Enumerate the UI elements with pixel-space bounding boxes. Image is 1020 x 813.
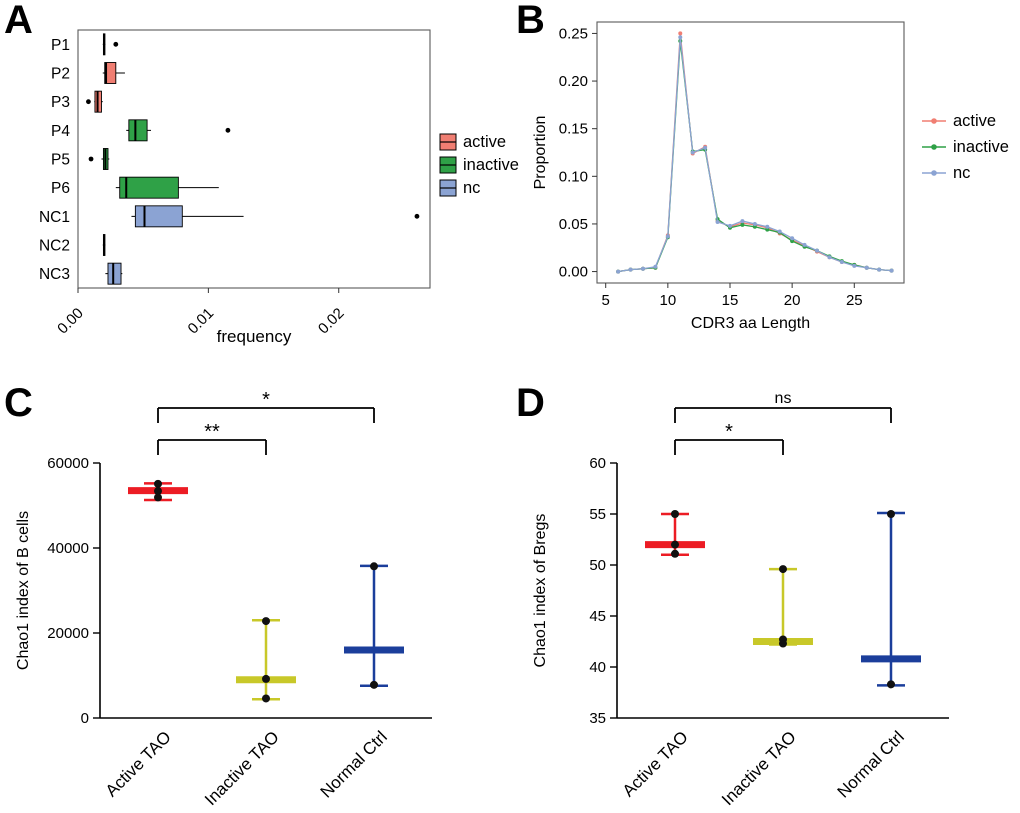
svg-text:Proportion: Proportion: [532, 116, 549, 190]
cdr3-length-distribution-chart: 0.00 0.05 0.10 0.15 0.20 0.25 5 10 15 20 25 Proport…: [532, 21, 1009, 332]
box-P3: [86, 90, 103, 113]
legend-item-active: active: [922, 112, 996, 130]
svg-text:P2: P2: [51, 66, 70, 83]
clone-frequency-boxplot: P1 P2 P3 P4 P5 P6 NC1 NC2 NC3 0.00 0.01 0.02 frequen…: [39, 29, 519, 346]
svg-text:Inactive TAO: Inactive TAO: [718, 727, 800, 809]
svg-text:10: 10: [660, 292, 677, 309]
panel-b-label: B: [516, 0, 545, 42]
plot-border: [77, 29, 431, 289]
panel-a-label: A: [4, 0, 33, 42]
svg-text:0: 0: [81, 710, 89, 727]
svg-text:Normal Ctrl: Normal Ctrl: [317, 727, 391, 801]
svg-text:50: 50: [589, 557, 606, 574]
panel-a: P1 P2 P3 P4 P5 P6 NC1 NC2 NC3 0.00 0.01 0.02 frequen…: [0, 0, 540, 372]
chao1-bcells-chart: 0 20000 40000 60000 Chao1 index of B cells Ac…: [15, 389, 432, 809]
svg-text:45: 45: [589, 608, 606, 625]
group-inactive-tao: [236, 617, 296, 703]
svg-text:Normal Ctrl: Normal Ctrl: [834, 727, 908, 801]
svg-text:*: *: [262, 389, 270, 411]
svg-text:0.10: 0.10: [559, 168, 588, 185]
svg-text:0.15: 0.15: [559, 121, 588, 138]
panel-b: 0.00 0.05 0.10 0.15 0.20 0.25 5 10 15 20 25 Proport…: [512, 0, 1020, 372]
group-active-tao: [645, 510, 705, 558]
svg-text:nc: nc: [953, 164, 970, 182]
sig-bracket-*: *: [674, 421, 784, 455]
svg-text:active: active: [953, 112, 996, 130]
svg-text:20: 20: [784, 292, 801, 309]
svg-text:P4: P4: [51, 123, 70, 140]
svg-text:0.25: 0.25: [559, 25, 588, 42]
svg-text:P6: P6: [51, 180, 70, 197]
svg-text:inactive: inactive: [463, 156, 519, 174]
chao1-bregs-chart: 35 40 45 50 55 60 Chao1 index of Bregs Active T…: [532, 390, 949, 809]
box-P6: [115, 176, 219, 199]
svg-text:Inactive TAO: Inactive TAO: [201, 727, 283, 809]
svg-text:Chao1 index of Bregs: Chao1 index of Bregs: [532, 514, 549, 668]
svg-text:40: 40: [589, 659, 606, 676]
box-P5: [88, 148, 110, 170]
svg-text:P5: P5: [51, 152, 70, 169]
svg-text:NC1: NC1: [39, 209, 70, 226]
sig-bracket-ns: ns: [674, 390, 892, 423]
legend-item-nc: nc: [439, 179, 480, 197]
svg-text:frequency: frequency: [217, 327, 292, 346]
svg-text:5: 5: [602, 292, 610, 309]
svg-text:0.00: 0.00: [54, 305, 87, 338]
svg-text:CDR3 aa Length: CDR3 aa Length: [691, 315, 810, 332]
svg-text:20000: 20000: [47, 625, 89, 642]
sig-bracket-**: **: [157, 421, 267, 455]
svg-text:NC2: NC2: [39, 238, 70, 255]
sig-bracket-*: *: [157, 389, 375, 423]
legend-item-inactive: inactive: [922, 138, 1009, 156]
box-P2: [102, 62, 125, 84]
svg-text:55: 55: [589, 506, 606, 523]
svg-text:0.20: 0.20: [559, 73, 588, 90]
box-NC1: [131, 205, 420, 228]
series-nc: [616, 35, 894, 274]
legend-item-active: active: [439, 133, 506, 151]
svg-text:inactive: inactive: [953, 138, 1009, 156]
legend-item-inactive: inactive: [439, 156, 519, 174]
panel-d: 35 40 45 50 55 60 Chao1 index of Bregs Active T…: [512, 383, 1020, 813]
svg-text:60000: 60000: [47, 455, 89, 472]
svg-text:*: *: [725, 421, 733, 443]
svg-text:0.05: 0.05: [559, 216, 588, 233]
svg-text:**: **: [204, 421, 220, 443]
group-active-tao: [128, 479, 188, 502]
panel-c-label: C: [4, 381, 33, 425]
plot-border: [596, 21, 905, 284]
svg-text:35: 35: [589, 710, 606, 727]
group-inactive-tao: [753, 565, 813, 648]
svg-text:nc: nc: [463, 179, 480, 197]
legend-item-nc: nc: [922, 164, 970, 182]
svg-text:Active TAO: Active TAO: [619, 727, 692, 800]
svg-text:ns: ns: [775, 390, 792, 407]
box-P4: [126, 119, 231, 142]
svg-text:0.01: 0.01: [185, 305, 218, 338]
box-P1: [102, 33, 119, 56]
box-NC2: [102, 234, 106, 256]
group-normal-ctrl: [861, 510, 921, 689]
panel-c: 0 20000 40000 60000 Chao1 index of B cells Ac…: [0, 383, 510, 813]
svg-text:Chao1 index of B cells: Chao1 index of B cells: [15, 511, 32, 670]
panel-d-label: D: [516, 381, 545, 425]
svg-text:P1: P1: [51, 37, 70, 54]
svg-text:Active TAO: Active TAO: [102, 727, 175, 800]
svg-text:25: 25: [846, 292, 863, 309]
svg-text:0.00: 0.00: [559, 264, 588, 281]
svg-text:active: active: [463, 133, 506, 151]
svg-text:0.02: 0.02: [315, 305, 348, 338]
svg-text:40000: 40000: [47, 540, 89, 557]
svg-text:NC3: NC3: [39, 266, 70, 283]
svg-text:60: 60: [589, 455, 606, 472]
group-normal-ctrl: [344, 562, 404, 689]
box-NC3: [105, 262, 123, 285]
svg-text:15: 15: [722, 292, 739, 309]
svg-text:P3: P3: [51, 94, 70, 111]
